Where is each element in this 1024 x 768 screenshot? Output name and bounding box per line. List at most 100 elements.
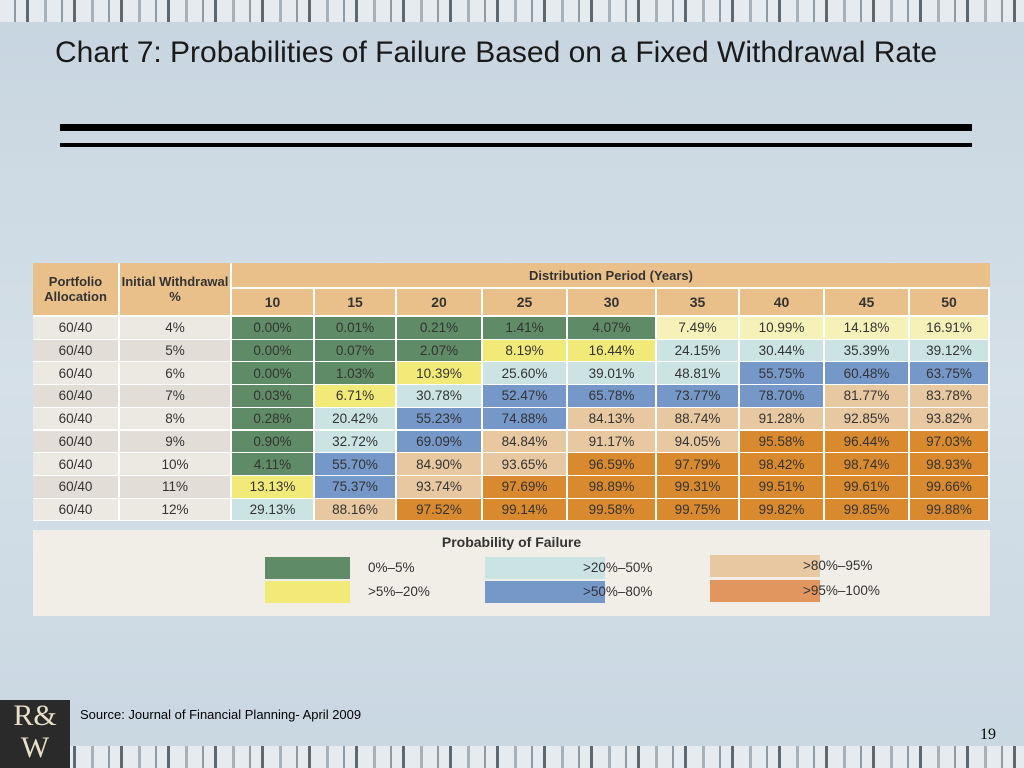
header-year: 35 [657, 289, 740, 315]
probability-cell: 81.77% [825, 385, 910, 408]
probability-cell: 99.31% [657, 475, 740, 499]
allocation: 60/40 [33, 362, 120, 386]
probability-cell: 84.84% [483, 430, 568, 454]
probability-cell: 16.91% [910, 317, 990, 340]
probability-cell: 91.28% [740, 407, 825, 431]
source: Source: Journal of Financial Planning- A… [80, 707, 362, 722]
allocation: 60/40 [33, 498, 120, 522]
probability-cell: 91.17% [568, 430, 657, 454]
probability-cell: 25.60% [483, 362, 568, 386]
probability-cell: 0.03% [232, 385, 315, 408]
probability-cell: 78.70% [740, 385, 825, 408]
probability-cell: 99.66% [910, 475, 990, 499]
logo: R& W [0, 700, 70, 768]
probability-cell: 65.78% [568, 385, 657, 408]
probability-cell: 24.15% [657, 339, 740, 363]
allocation: 60/40 [33, 430, 120, 454]
probability-cell: 60.48% [825, 362, 910, 386]
header-year: 30 [568, 289, 657, 315]
probability-cell: 35.39% [825, 339, 910, 363]
probability-cell: 84.90% [397, 453, 483, 476]
withdrawal-rate: 7% [120, 385, 232, 408]
probability-cell: 69.09% [397, 430, 483, 454]
allocation: 60/40 [33, 475, 120, 499]
bottom-strip [0, 746, 1024, 768]
probability-cell: 0.28% [232, 407, 315, 431]
probability-cell: 2.07% [397, 339, 483, 363]
withdrawal-rate: 8% [120, 407, 232, 431]
header-year: 45 [825, 289, 910, 315]
header-allocation: Portfolio Allocation [33, 263, 120, 315]
probability-cell: 99.82% [740, 498, 825, 522]
probability-cell: 99.58% [568, 498, 657, 522]
allocation: 60/40 [33, 317, 120, 340]
header-year: 40 [740, 289, 825, 315]
probability-cell: 97.52% [397, 498, 483, 522]
withdrawal-rate: 9% [120, 430, 232, 454]
probability-cell: 98.74% [825, 453, 910, 476]
legend-label: 0%–5% [368, 560, 415, 575]
probability-cell: 88.16% [315, 498, 397, 522]
probability-cell: 99.14% [483, 498, 568, 522]
header-rate: Initial Withdrawal % [120, 263, 232, 315]
probability-cell: 0.00% [232, 339, 315, 363]
title: Chart 7: Probabilities of Failure Based … [55, 36, 938, 69]
legend-label: >50%–80% [583, 584, 653, 599]
header-year: 20 [397, 289, 483, 315]
probability-cell: 0.07% [315, 339, 397, 363]
probability-cell: 39.12% [910, 339, 990, 363]
probability-cell: 93.74% [397, 475, 483, 499]
probability-cell: 99.75% [657, 498, 740, 522]
probability-cell: 63.75% [910, 362, 990, 386]
legend-swatch [265, 581, 350, 603]
probability-cell: 99.85% [825, 498, 910, 522]
probability-cell: 83.78% [910, 385, 990, 408]
probability-cell: 0.00% [232, 362, 315, 386]
allocation: 60/40 [33, 407, 120, 431]
probability-cell: 0.90% [232, 430, 315, 454]
table: Portfolio Allocation Initial Withdrawal %… [33, 263, 990, 522]
probability-cell: 99.51% [740, 475, 825, 499]
probability-cell: 6.71% [315, 385, 397, 408]
probability-cell: 97.69% [483, 475, 568, 499]
allocation: 60/40 [33, 339, 120, 363]
probability-cell: 20.42% [315, 407, 397, 431]
legend-label: >20%–50% [583, 560, 653, 575]
probability-cell: 84.13% [568, 407, 657, 431]
probability-cell: 13.13% [232, 475, 315, 499]
probability-cell: 55.75% [740, 362, 825, 386]
rule [60, 143, 972, 147]
probability-cell: 93.82% [910, 407, 990, 431]
probability-cell: 0.00% [232, 317, 315, 340]
probability-cell: 75.37% [315, 475, 397, 499]
probability-cell: 8.19% [483, 339, 568, 363]
probability-cell: 92.85% [825, 407, 910, 431]
probability-cell: 96.59% [568, 453, 657, 476]
probability-cell: 52.47% [483, 385, 568, 408]
probability-cell: 0.21% [397, 317, 483, 340]
probability-cell: 97.79% [657, 453, 740, 476]
withdrawal-rate: 11% [120, 475, 232, 499]
probability-cell: 97.03% [910, 430, 990, 454]
withdrawal-rate: 4% [120, 317, 232, 340]
probability-cell: 48.81% [657, 362, 740, 386]
probability-cell: 30.78% [397, 385, 483, 408]
probability-cell: 10.99% [740, 317, 825, 340]
probability-cell: 73.77% [657, 385, 740, 408]
probability-cell: 99.61% [825, 475, 910, 499]
probability-cell: 7.49% [657, 317, 740, 340]
legend-swatch [710, 555, 820, 577]
probability-cell: 95.58% [740, 430, 825, 454]
header-year: 50 [910, 289, 990, 315]
probability-cell: 0.01% [315, 317, 397, 340]
probability-cell: 55.70% [315, 453, 397, 476]
header-year: 15 [315, 289, 397, 315]
probability-cell: 98.89% [568, 475, 657, 499]
probability-cell: 94.05% [657, 430, 740, 454]
legend-label: >95%–100% [803, 583, 880, 598]
legend-label: >5%–20% [368, 584, 430, 599]
probability-cell: 16.44% [568, 339, 657, 363]
legend-label: >80%–95% [803, 558, 873, 573]
page-number: 19 [980, 726, 996, 743]
withdrawal-rate: 5% [120, 339, 232, 363]
